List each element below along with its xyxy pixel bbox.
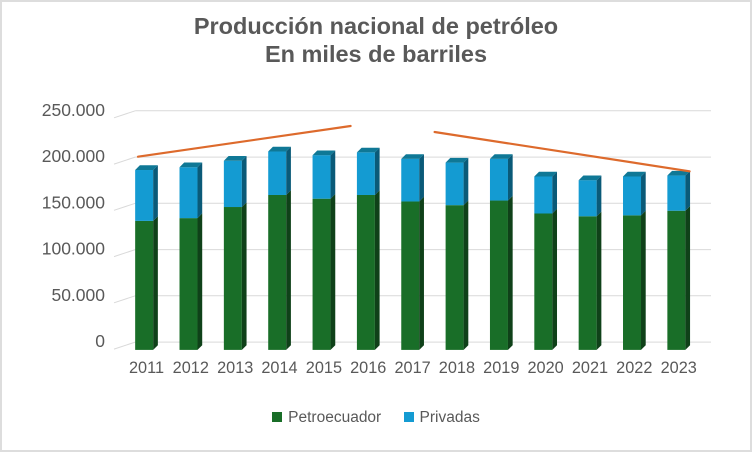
svg-text:2014: 2014	[261, 359, 297, 377]
svg-text:2017: 2017	[394, 359, 430, 377]
svg-text:2019: 2019	[483, 359, 519, 377]
svg-text:2016: 2016	[350, 359, 386, 377]
svg-text:250.000: 250.000	[42, 100, 106, 120]
svg-text:2018: 2018	[439, 359, 475, 377]
svg-text:2022: 2022	[616, 359, 652, 377]
svg-text:2020: 2020	[527, 359, 563, 377]
svg-text:2023: 2023	[661, 359, 697, 377]
svg-text:2015: 2015	[306, 359, 342, 377]
svg-text:2013: 2013	[217, 359, 253, 377]
svg-text:0: 0	[95, 331, 105, 351]
svg-text:50.000: 50.000	[51, 285, 105, 305]
svg-text:100.000: 100.000	[42, 239, 106, 259]
svg-text:2011: 2011	[129, 359, 164, 377]
svg-text:2021: 2021	[572, 359, 608, 377]
svg-text:2012: 2012	[173, 359, 209, 377]
svg-text:200.000: 200.000	[42, 146, 106, 166]
svg-text:150.000: 150.000	[42, 192, 106, 212]
